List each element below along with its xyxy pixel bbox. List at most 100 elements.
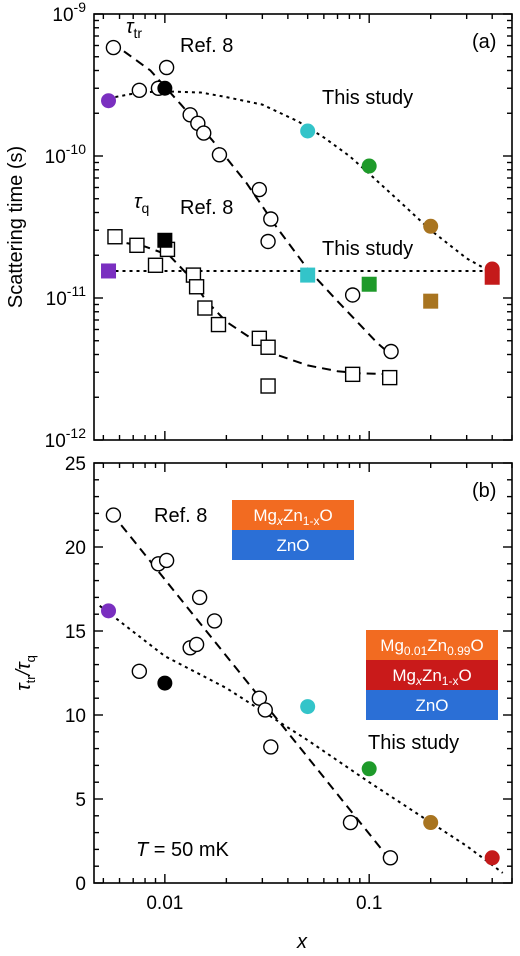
b-point-open-circle-0-7 [131,663,148,680]
ref-inset-layer-mgzno [232,500,354,530]
this-study-label-q: This study [322,238,413,260]
a-fit-dashed-1 [111,239,393,376]
y-axis-label-a: Scattering time (s) [5,146,27,308]
b-point-open-circle-0-6 [188,636,205,653]
panel-label-b: (b) [472,480,496,502]
ref8-label-tr: Ref. 8 [180,35,233,57]
a-point-open-circle-0-3 [158,59,175,76]
b-point-filled-circle-1-2 [300,699,316,715]
fit-lines-b [99,512,504,874]
a-point-open-circle-0-7 [211,147,228,163]
a-point-filled-square-3-0 [101,263,117,279]
a-point-filled-circle-2-3 [361,158,377,174]
data-marks-a [101,39,500,394]
a-point-open-square-1-9 [260,339,276,355]
b-point-open-circle-0-4 [206,613,223,629]
ref-inset-layer-zno-label: ZnO [276,536,309,555]
this-study-label-tr: This study [322,87,413,109]
study-inset-layer-zno [366,690,498,720]
a-point-filled-circle-2-4 [423,218,439,234]
study-inset-layer-mgzno-label: MgxZn1-xO [392,666,471,688]
y-ticks-a: 10-9 10-10 10-11 10-12 [45,0,512,452]
b-point-open-circle-0-2 [158,552,175,569]
b-point-filled-circle-1-1 [157,675,173,691]
plot-frame-b [93,462,513,884]
b-point-open-circle-0-12 [382,850,399,866]
x-tick-label-1: 0.1 [356,893,382,914]
a-point-open-circle-0-8 [251,181,268,198]
a-point-open-circle-0-12 [383,343,399,360]
y-tick-label-a-0: 10-9 [52,0,86,26]
a-point-filled-circle-2-1 [157,80,173,96]
a-point-open-square-1-2 [147,257,164,273]
a-point-filled-square-3-2 [300,267,316,283]
ref-inset-layer-mgzno-label: MgxZn1-xO [253,506,332,528]
y-ticks-b: 0 5 10 15 20 25 [65,454,512,895]
a-point-open-square-1-0 [107,229,123,245]
b-point-open-circle-0-0 [105,507,122,523]
study-inset-layer-cap [366,630,498,660]
y-tick-label-b-5: 25 [65,454,86,475]
a-fit-dashed-0 [111,41,394,357]
y-tick-label-a-2: 10-11 [46,283,87,310]
tau-q-label: τq [134,191,149,216]
ref-heterostructure-inset: MgxZn1-xO ZnO [232,500,354,560]
a-point-open-square-1-10 [260,378,276,394]
a-point-open-square-1-5 [188,279,205,295]
study-heterostructure-inset: Mg0.01Zn0.99O MgxZn1-xO ZnO [366,630,498,720]
ref8-label-b: Ref. 8 [154,505,207,527]
study-inset-layer-zno-label: ZnO [415,696,448,715]
y-tick-label-b-0: 0 [75,874,86,895]
this-study-label-b: This study [368,732,459,754]
a-point-open-circle-0-9 [263,211,279,227]
data-marks-b [101,507,500,866]
tau-tr-label: τtr [126,16,142,41]
a-point-open-square-1-12 [381,369,398,386]
panel-b: 0 5 10 15 20 25 0.01 0.1 τtr/τq x (b) Ref. 8 T… [13,454,513,953]
a-point-open-circle-0-10 [260,233,276,250]
y-tick-label-b-3: 15 [65,622,86,643]
a-point-open-square-1-11 [344,366,361,383]
a-point-open-square-1-7 [210,316,227,333]
y-tick-label-a-1: 10-10 [45,141,87,168]
x-tick-label-0: 0.01 [146,893,183,914]
study-inset-layer-mgzno [366,660,498,690]
a-point-open-circle-0-11 [344,287,361,303]
b-point-open-circle-0-9 [257,702,273,718]
b-point-filled-circle-1-5 [484,850,500,866]
a-point-open-circle-0-0 [105,39,122,56]
b-point-filled-circle-1-4 [423,815,439,831]
b-point-open-circle-0-10 [263,739,279,755]
x-ticks-a [102,14,513,440]
ref8-label-q: Ref. 8 [180,197,233,219]
ref-inset-layer-zno [232,530,354,560]
a-point-open-circle-0-6 [196,125,212,141]
x-axis-label: x [296,931,308,953]
a-point-filled-circle-2-2 [300,123,316,139]
a-point-filled-square-3-4 [423,293,439,309]
y-axis-label-b: τtr/τq [13,655,38,691]
y-tick-label-b-4: 20 [65,538,86,559]
a-point-filled-square-3-3 [361,276,377,292]
b-point-open-circle-0-3 [191,589,208,606]
x-ticks-b: 0.01 0.1 [102,463,513,914]
b-point-filled-circle-1-0 [101,603,117,619]
plot-frame-a [93,13,513,441]
a-point-open-circle-0-1 [131,82,148,99]
a-point-filled-circle-2-0 [101,93,117,109]
panel-label-a: (a) [472,31,496,53]
a-point-open-square-1-6 [197,300,213,316]
a-point-filled-square-3-1 [157,232,173,248]
y-tick-label-b-2: 10 [65,706,86,727]
b-point-filled-circle-1-3 [361,761,377,777]
a-point-open-square-1-1 [129,237,145,254]
b-fit-dotted-1 [99,605,504,874]
a-point-filled-square-3-5 [484,269,500,285]
temperature-label: T = 50 mK [136,839,229,861]
b-point-open-circle-0-11 [342,814,359,831]
y-tick-label-b-1: 5 [75,790,86,811]
study-inset-layer-cap-label: Mg0.01Zn0.99O [380,636,483,658]
y-tick-label-a-3: 10-12 [45,425,87,452]
